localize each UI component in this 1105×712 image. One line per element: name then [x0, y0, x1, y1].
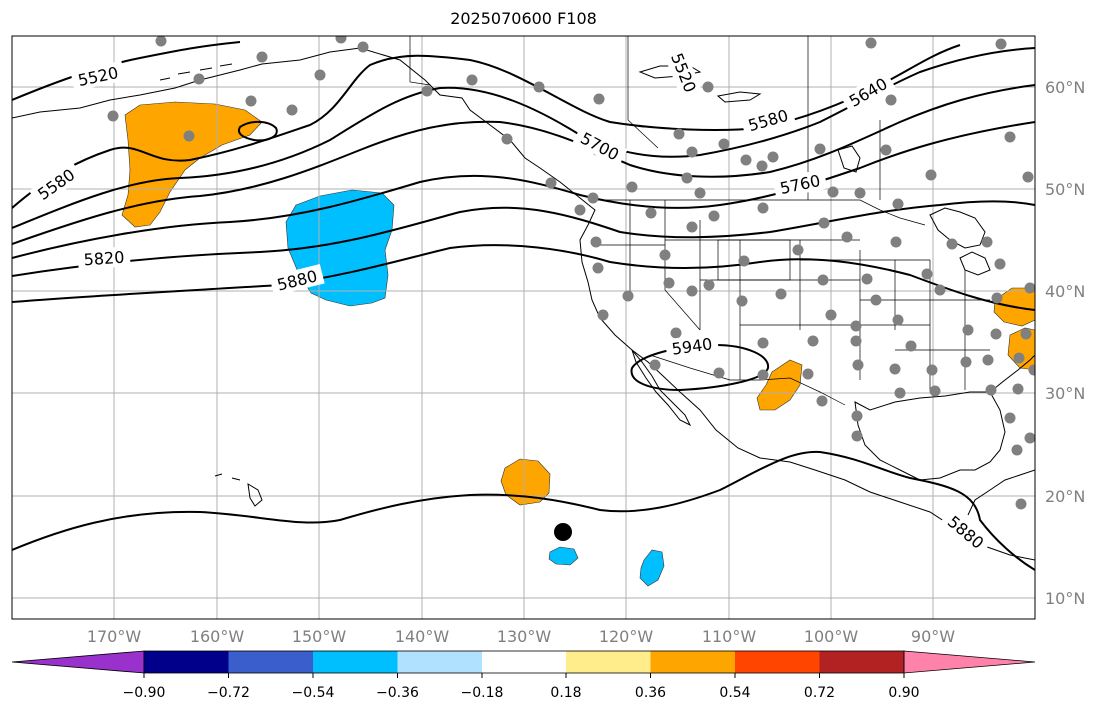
colorbar-tick-label: 0.36: [635, 685, 666, 701]
lon-label: 120°W: [599, 627, 654, 646]
contour-label-5820: 5820: [83, 248, 125, 270]
contour-5880: [12, 244, 1035, 311]
colorbar-segment: [482, 651, 566, 673]
contour-5880-south: [12, 450, 1035, 571]
lon-label: 170°W: [87, 627, 142, 646]
gridlines: [12, 36, 1035, 619]
latitude-labels: 60°N 50°N 40°N 30°N 20°N 10°N: [1045, 78, 1085, 608]
colorbar-segment: [144, 651, 229, 673]
colorbar-segment: [228, 651, 313, 673]
positive-anomaly-alaska: [121, 101, 263, 228]
colorbar-tick-label: 0.90: [888, 685, 919, 701]
colorbar-tick-label: −0.36: [376, 685, 419, 701]
map-frame: [11, 35, 1036, 620]
plot-title: 2025070600 F108: [450, 9, 597, 28]
colorbar-tick-label: 0.54: [719, 685, 750, 701]
contour-5820: [12, 200, 1035, 277]
colorbar-tick-label: −0.18: [461, 685, 504, 701]
anomaly-shading: [121, 101, 1035, 587]
longitude-labels: 170°W 160°W 150°W 140°W 130°W 120°W 110°…: [87, 627, 955, 646]
lon-label: 100°W: [804, 627, 859, 646]
lat-label: 60°N: [1045, 78, 1085, 97]
colorbar-segment: [819, 651, 904, 673]
contour-5580: [12, 44, 961, 209]
lon-label: 110°W: [702, 627, 757, 646]
lat-label: 30°N: [1045, 384, 1085, 403]
lon-label: 150°W: [292, 627, 347, 646]
lat-label: 40°N: [1045, 282, 1085, 301]
colorbar-segment: [735, 651, 820, 673]
colorbar-segment: [650, 651, 735, 673]
lon-label: 130°W: [497, 627, 552, 646]
colorbar-segment: [397, 651, 482, 673]
negative-anomaly-small-1: [548, 546, 579, 566]
lon-label: 160°W: [190, 627, 245, 646]
lat-label: 10°N: [1045, 589, 1085, 608]
positive-anomaly-southwest: [756, 359, 803, 411]
colorbar-extend-left: [11, 650, 145, 674]
negative-anomaly-small-2: [639, 549, 665, 587]
colorbar: −0.90 −0.72 −0.54 −0.36 −0.18 0.18 0.36 …: [11, 650, 1036, 701]
storm-position-marker: [554, 523, 572, 541]
colorbar-tick-label: −0.72: [207, 685, 250, 701]
contour-5700: [12, 84, 1035, 245]
lon-label: 90°W: [911, 627, 955, 646]
political-borders: [409, 36, 990, 406]
lon-label: 140°W: [395, 627, 450, 646]
colorbar-segment: [313, 651, 398, 673]
lat-label: 50°N: [1045, 180, 1085, 199]
colorbar-tick-label: 0.72: [804, 685, 835, 701]
colorbar-tick-label: −0.90: [123, 685, 166, 701]
colorbar-tick-label: 0.18: [550, 685, 581, 701]
contour-labels: 5520 5520 5580 5580 5640 5700 5760 5820 …: [28, 50, 993, 557]
contour-5760: [12, 121, 1035, 259]
contour-5520: [12, 41, 241, 101]
positive-anomaly-subtropical: [500, 458, 551, 506]
colorbar-segment: [566, 651, 651, 673]
colorbar-tick-label: −0.54: [292, 685, 335, 701]
colorbar-extend-right: [903, 650, 1036, 674]
lat-label: 20°N: [1045, 487, 1085, 506]
coastlines: [12, 47, 1035, 561]
